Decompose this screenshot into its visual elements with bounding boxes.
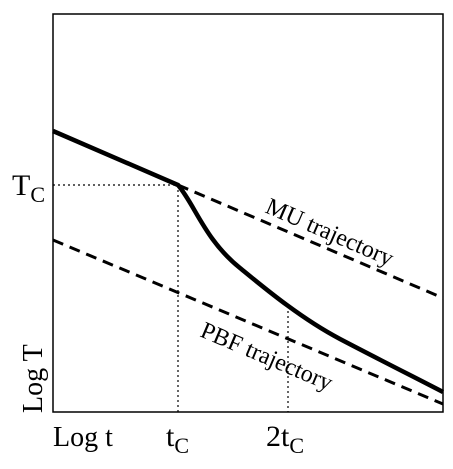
x-tick-tc: tC xyxy=(166,420,189,458)
y-axis-label: Log T xyxy=(18,344,49,413)
solid-curve-line xyxy=(52,128,445,394)
plot-frame xyxy=(52,13,444,413)
y-tick-tc: TC xyxy=(12,169,45,207)
x-tick-2tc: 2tC xyxy=(266,420,304,458)
mu-trajectory-line xyxy=(177,183,444,300)
pbf-trajectory-line xyxy=(52,238,444,406)
mu-trajectory-label: MU trajectory xyxy=(262,194,398,272)
pbf-trajectory-label: PBF trajectory xyxy=(197,318,337,397)
x-axis-label: Log t xyxy=(53,422,113,453)
